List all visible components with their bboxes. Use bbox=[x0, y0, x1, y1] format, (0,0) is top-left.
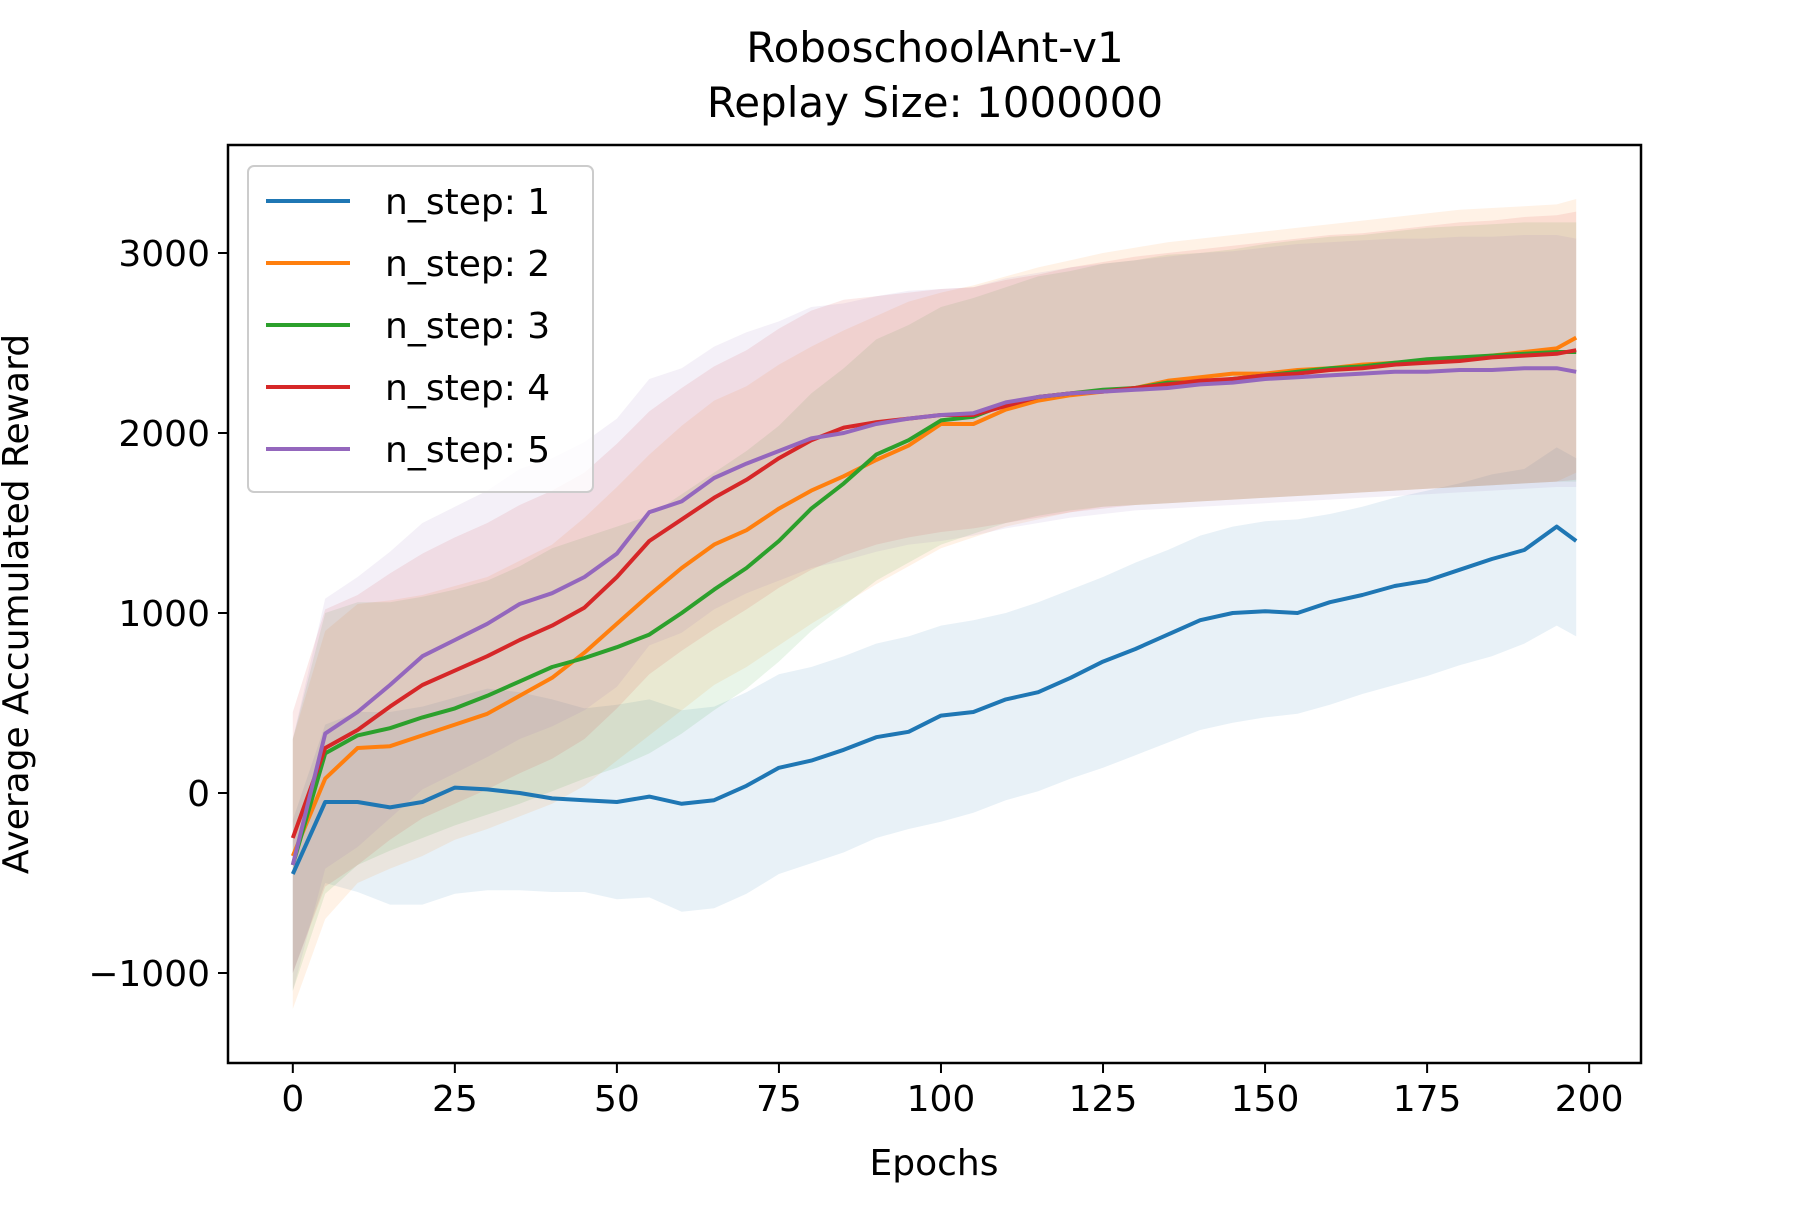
x-axis-ticks: 0 25 50 75 100 125 150 175 200 bbox=[281, 1063, 1624, 1120]
series-3-band bbox=[292, 222, 1577, 991]
x-tick-label: 100 bbox=[907, 1079, 976, 1120]
x-tick-label: 125 bbox=[1069, 1079, 1138, 1120]
confidence-bands bbox=[292, 199, 1577, 1009]
x-tick-label: 200 bbox=[1555, 1079, 1624, 1120]
legend-label-3: n_step: 3 bbox=[385, 306, 550, 347]
series-5-line bbox=[290, 366, 1577, 866]
y-axis-ticks: −1000 0 1000 2000 3000 bbox=[88, 234, 228, 995]
legend-label-4: n_step: 4 bbox=[385, 368, 550, 409]
y-axis-label: Average Accumulated Reward bbox=[0, 334, 37, 874]
x-tick-label: 75 bbox=[756, 1079, 802, 1120]
series-1-band bbox=[292, 447, 1577, 973]
series-2-band bbox=[292, 199, 1577, 1009]
y-tick-label: −1000 bbox=[88, 954, 210, 995]
x-tick-label: 150 bbox=[1231, 1079, 1300, 1120]
y-tick-label: 1000 bbox=[118, 594, 210, 635]
y-tick-label: 0 bbox=[187, 774, 210, 815]
series-lines bbox=[290, 335, 1578, 875]
legend-label-1: n_step: 1 bbox=[385, 182, 550, 223]
series-4-band bbox=[292, 211, 1577, 974]
legend-label-5: n_step: 5 bbox=[385, 430, 550, 471]
x-tick-label: 25 bbox=[432, 1079, 478, 1120]
x-tick-label: 50 bbox=[594, 1079, 640, 1120]
chart-title-line-2: Replay Size: 1000000 bbox=[707, 78, 1163, 127]
y-tick-label: 2000 bbox=[118, 414, 210, 455]
series-5-band bbox=[292, 235, 1577, 991]
x-tick-label: 0 bbox=[281, 1079, 304, 1120]
legend-label-2: n_step: 2 bbox=[385, 244, 550, 285]
plot-frame bbox=[226, 143, 1643, 1065]
legend: n_step: 1 n_step: 2 n_step: 3 n_step: 4 n_st… bbox=[247, 165, 594, 493]
legend-box bbox=[247, 165, 594, 493]
chart-title-line-1: RoboschoolAnt-v1 bbox=[746, 23, 1123, 72]
series-1-line bbox=[290, 524, 1578, 875]
y-tick-label: 3000 bbox=[118, 234, 210, 275]
x-axis-label: Epochs bbox=[870, 1143, 999, 1184]
x-tick-label: 175 bbox=[1393, 1079, 1462, 1120]
